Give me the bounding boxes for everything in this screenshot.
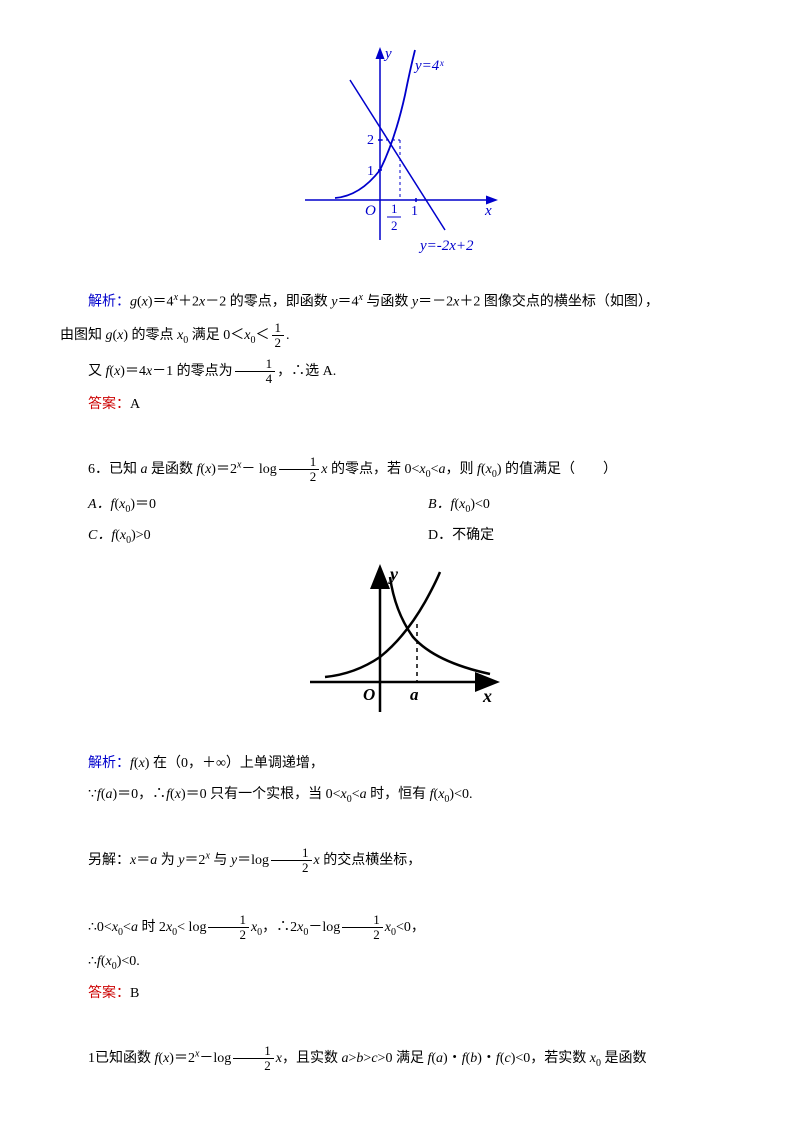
analysis-2: 解析：f(x) 在（0，＋∞）上单调递增，: [60, 751, 740, 776]
svg-text:2: 2: [391, 218, 398, 233]
tick-1x: 1: [411, 204, 418, 219]
q6-options: A．f(x0)＝0 B．f(x0)<0 C．f(x0)>0 D．D．不确定不确定: [60, 490, 740, 552]
g2-y: y: [388, 564, 399, 584]
curve-label: y=4ˣ: [413, 58, 444, 74]
tick-2: 2: [367, 133, 374, 148]
axis-y-label: y: [383, 46, 392, 62]
option-c: C．f(x0)>0: [60, 523, 400, 550]
analysis-1: 解析：g(x)＝4x＋2x－2 的零点，即函数 y＝4x 与函数 y＝－2x＋2…: [60, 289, 740, 315]
g2-O: O: [363, 685, 375, 704]
line-label: y=-2x+2: [418, 238, 474, 254]
line-4: 另解：x＝a 为 y＝2x 与 y＝log12x 的交点横坐标，: [60, 846, 740, 876]
g2-a: a: [410, 685, 419, 704]
question-6: 6．已知 a 是函数 f(x)＝2x－ log12x 的零点，若 0<x0<a，…: [60, 455, 740, 485]
option-a: A．f(x0)＝0: [60, 492, 400, 519]
graph-2: y x O a: [60, 562, 740, 731]
option-b: B．f(x0)<0: [400, 492, 740, 519]
tick-1: 1: [367, 164, 374, 179]
line-2: 又 f(x)＝4x－1 的零点为14，∴选 A.: [60, 357, 740, 387]
graph-1: y x O y=4ˣ y=-2x+2 2 1 1 2 1: [60, 40, 740, 269]
option-d: D．D．不确定不确定: [400, 523, 740, 550]
line-3: ∵f(a)＝0，∴f(x)＝0 只有一个实根，当 0<x0<a 时，恒有 f(x…: [60, 782, 740, 809]
line-6: ∴f(x0)<0.: [60, 949, 740, 976]
origin-label: O: [365, 203, 376, 219]
answer-2: 答案：B: [60, 981, 740, 1006]
g2-x: x: [482, 686, 492, 706]
question-7: 1已知函数 f(x)＝2x－log12x，且实数 a>b>c>0 满足 f(a)…: [60, 1044, 740, 1074]
axis-x-label: x: [484, 203, 492, 219]
line-1: 由图知 g(x) 的零点 x0 满足 0＜x0＜12.: [60, 321, 740, 351]
svg-text:1: 1: [391, 201, 398, 216]
answer-1: 答案：A: [60, 392, 740, 417]
line-5: ∴0<x0<a 时 2x0< log12x0，∴2x0－log12x0<0，: [60, 913, 740, 943]
